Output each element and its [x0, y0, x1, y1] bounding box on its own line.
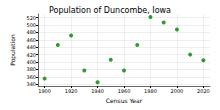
svg-text:Census Year: Census Year: [106, 97, 143, 104]
svg-text:440: 440: [26, 44, 36, 50]
svg-text:1920: 1920: [65, 88, 78, 94]
svg-text:2000: 2000: [171, 88, 184, 94]
svg-text:1960: 1960: [118, 88, 131, 94]
svg-text:360: 360: [26, 74, 36, 80]
svg-text:1900: 1900: [38, 88, 51, 94]
svg-text:1940: 1940: [91, 88, 104, 94]
svg-text:2020: 2020: [197, 88, 210, 94]
svg-text:1980: 1980: [144, 88, 157, 94]
svg-text:480: 480: [26, 29, 36, 35]
svg-text:420: 420: [26, 52, 36, 58]
svg-text:380: 380: [26, 66, 36, 72]
svg-text:340: 340: [26, 81, 36, 87]
svg-text:400: 400: [26, 59, 36, 65]
svg-text:500: 500: [26, 22, 36, 28]
svg-text:Population of Duncombe, Iowa: Population of Duncombe, Iowa: [49, 6, 171, 15]
svg-text:520: 520: [26, 15, 36, 21]
svg-text:Population: Population: [9, 34, 17, 66]
svg-text:460: 460: [26, 37, 36, 43]
